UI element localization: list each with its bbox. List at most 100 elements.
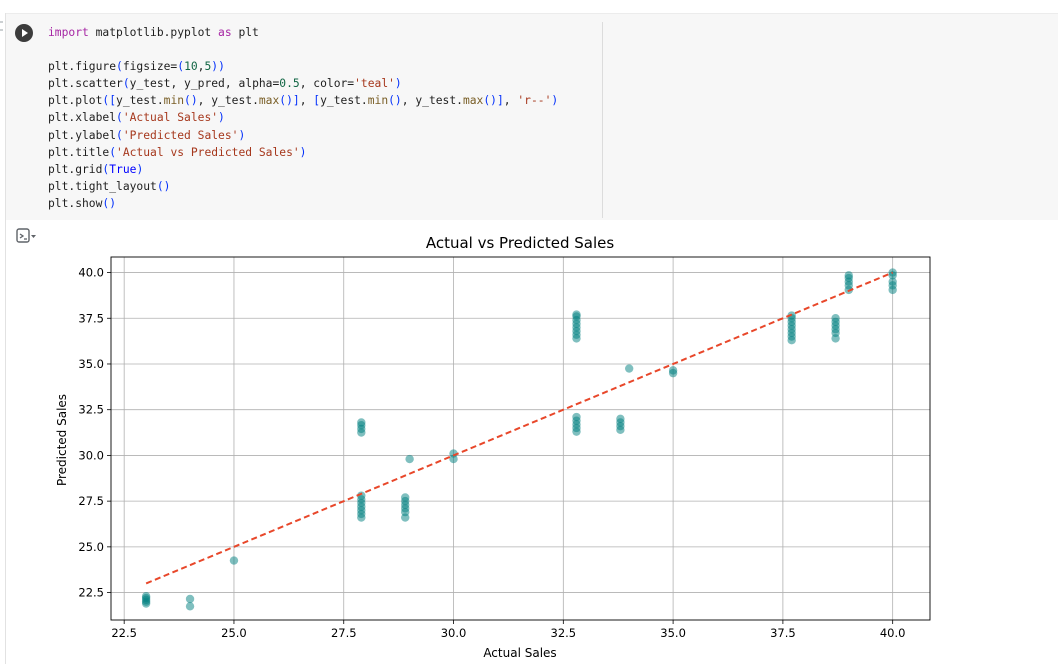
code-line: plt.grid(True): [48, 161, 558, 178]
code-token: plt.scatter: [48, 77, 123, 91]
code-line: plt.scatter(y_test, y_pred, alpha=0.5, c…: [48, 75, 558, 92]
x-tick-label: 35.0: [660, 626, 686, 640]
scatter-point: [624, 364, 634, 373]
code-token: ,: [197, 60, 205, 74]
x-axis-label: Actual Sales: [483, 646, 556, 660]
scatter-point: [405, 454, 414, 464]
code-ruler-line: [602, 22, 603, 218]
code-token: plt.grid: [48, 162, 103, 176]
y-tick-label: 25.0: [78, 540, 104, 554]
code-token: (: [116, 111, 123, 125]
code-token: ,: [503, 94, 518, 108]
code-token: (: [102, 162, 110, 176]
code-token: plt.xlabel: [48, 111, 117, 125]
code-token: 'teal': [354, 77, 395, 91]
code-token: ,: [299, 94, 314, 108]
code-token: (: [116, 128, 123, 142]
code-token: 10: [184, 60, 198, 74]
code-token: (): [102, 196, 117, 210]
code-token: ): [394, 77, 402, 91]
code-token: ): [136, 162, 144, 176]
code-token: 'r--': [517, 94, 552, 108]
code-token: plt.figure: [48, 60, 117, 74]
y-axis-label: Predicted Sales: [55, 394, 69, 486]
scatter-point: [572, 310, 581, 319]
code-token: 'Predicted Sales': [122, 128, 239, 142]
scatter-point: [185, 594, 195, 604]
code-token: (: [177, 60, 185, 74]
code-token: min: [163, 94, 185, 108]
code-token: , color=: [299, 77, 355, 91]
x-tick-label: 40.0: [880, 626, 906, 640]
code-token: import: [48, 26, 89, 39]
y-tick-label: 35.0: [78, 357, 104, 371]
code-token: , y_test.: [197, 94, 259, 108]
scatter-point: [831, 314, 840, 323]
scatter-point: [141, 592, 151, 601]
code-editor[interactable]: import matplotlib.pyplot as plt plt.figu…: [48, 24, 558, 212]
code-line: plt.plot([y_test.min(), y_test.max()], […: [48, 92, 558, 109]
code-line: plt.show(): [48, 195, 558, 212]
code-line: plt.tight_layout(): [48, 178, 558, 195]
code-line: plt.figure(figsize=(10,5)): [48, 58, 558, 75]
code-token: ): [299, 145, 307, 159]
scatter-point: [572, 412, 581, 422]
code-token: plt: [231, 26, 259, 39]
scatter-point: [449, 449, 458, 458]
run-cell-button[interactable]: [15, 24, 33, 42]
code-token: 0.5: [279, 77, 300, 91]
x-tick-label: 32.5: [551, 626, 577, 640]
cell-left-border: [5, 13, 6, 664]
code-token: y_test.: [320, 94, 368, 108]
scatter-point: [357, 418, 366, 427]
code-token: min: [367, 94, 389, 108]
code-token: , y_test.: [401, 94, 463, 108]
code-token: (: [122, 77, 130, 91]
code-token: [: [313, 94, 321, 108]
code-token: plt.tight_layout: [48, 179, 157, 193]
code-token: max: [462, 94, 484, 108]
code-token: plt.show: [48, 196, 103, 210]
y-tick-label: 32.5: [78, 403, 104, 417]
code-token: True: [109, 162, 137, 176]
play-icon: [22, 29, 28, 37]
code-token: (): [156, 179, 171, 193]
scatter-point: [616, 414, 625, 424]
code-line: plt.title('Actual vs Predicted Sales'): [48, 144, 558, 161]
output-toggle-button[interactable]: [15, 227, 37, 245]
reference-line: [145, 271, 894, 585]
code-token: as: [218, 26, 232, 39]
code-token: y_test, y_pred, alpha=: [129, 77, 280, 91]
code-token: (): [184, 94, 198, 108]
code-token: 5: [204, 60, 212, 74]
grid-lines: [111, 257, 930, 620]
scatter-point: [229, 556, 239, 565]
notebook-top-strip: [0, 0, 1058, 13]
x-tick-label: 30.0: [441, 626, 467, 640]
cell-corner-marker: [0, 20, 4, 44]
scatter-series: [141, 268, 897, 611]
code-cell[interactable]: [6, 13, 1058, 220]
code-token: plt.plot: [48, 94, 103, 108]
scatter-point: [888, 277, 897, 286]
scatter-point: [185, 602, 195, 611]
code-token: (: [109, 145, 117, 159]
code-line: plt.xlabel('Actual Sales'): [48, 109, 558, 126]
code-line: import matplotlib.pyplot as plt: [48, 24, 558, 41]
code-token: ): [238, 128, 246, 142]
code-token: ): [218, 111, 225, 125]
code-token: max: [258, 94, 280, 108]
scatter-point: [844, 271, 853, 280]
scatter-point: [357, 491, 366, 500]
x-tick-label: 25.0: [221, 626, 247, 640]
code-token: y_test.: [116, 94, 164, 108]
scatter-point: [668, 366, 678, 375]
code-token: plt.title: [48, 145, 110, 159]
plot-frame: [110, 256, 931, 621]
code-line: plt.ylabel('Predicted Sales'): [48, 127, 558, 144]
scatter-chart: Actual vs Predicted Sales Actual Sales P…: [55, 234, 931, 660]
code-token: matplotlib.pyplot: [88, 26, 219, 39]
x-tick-label: 27.5: [331, 626, 357, 640]
y-tick-label: 37.5: [78, 311, 104, 325]
chart-output: Actual vs Predicted Sales Actual Sales P…: [40, 226, 960, 664]
